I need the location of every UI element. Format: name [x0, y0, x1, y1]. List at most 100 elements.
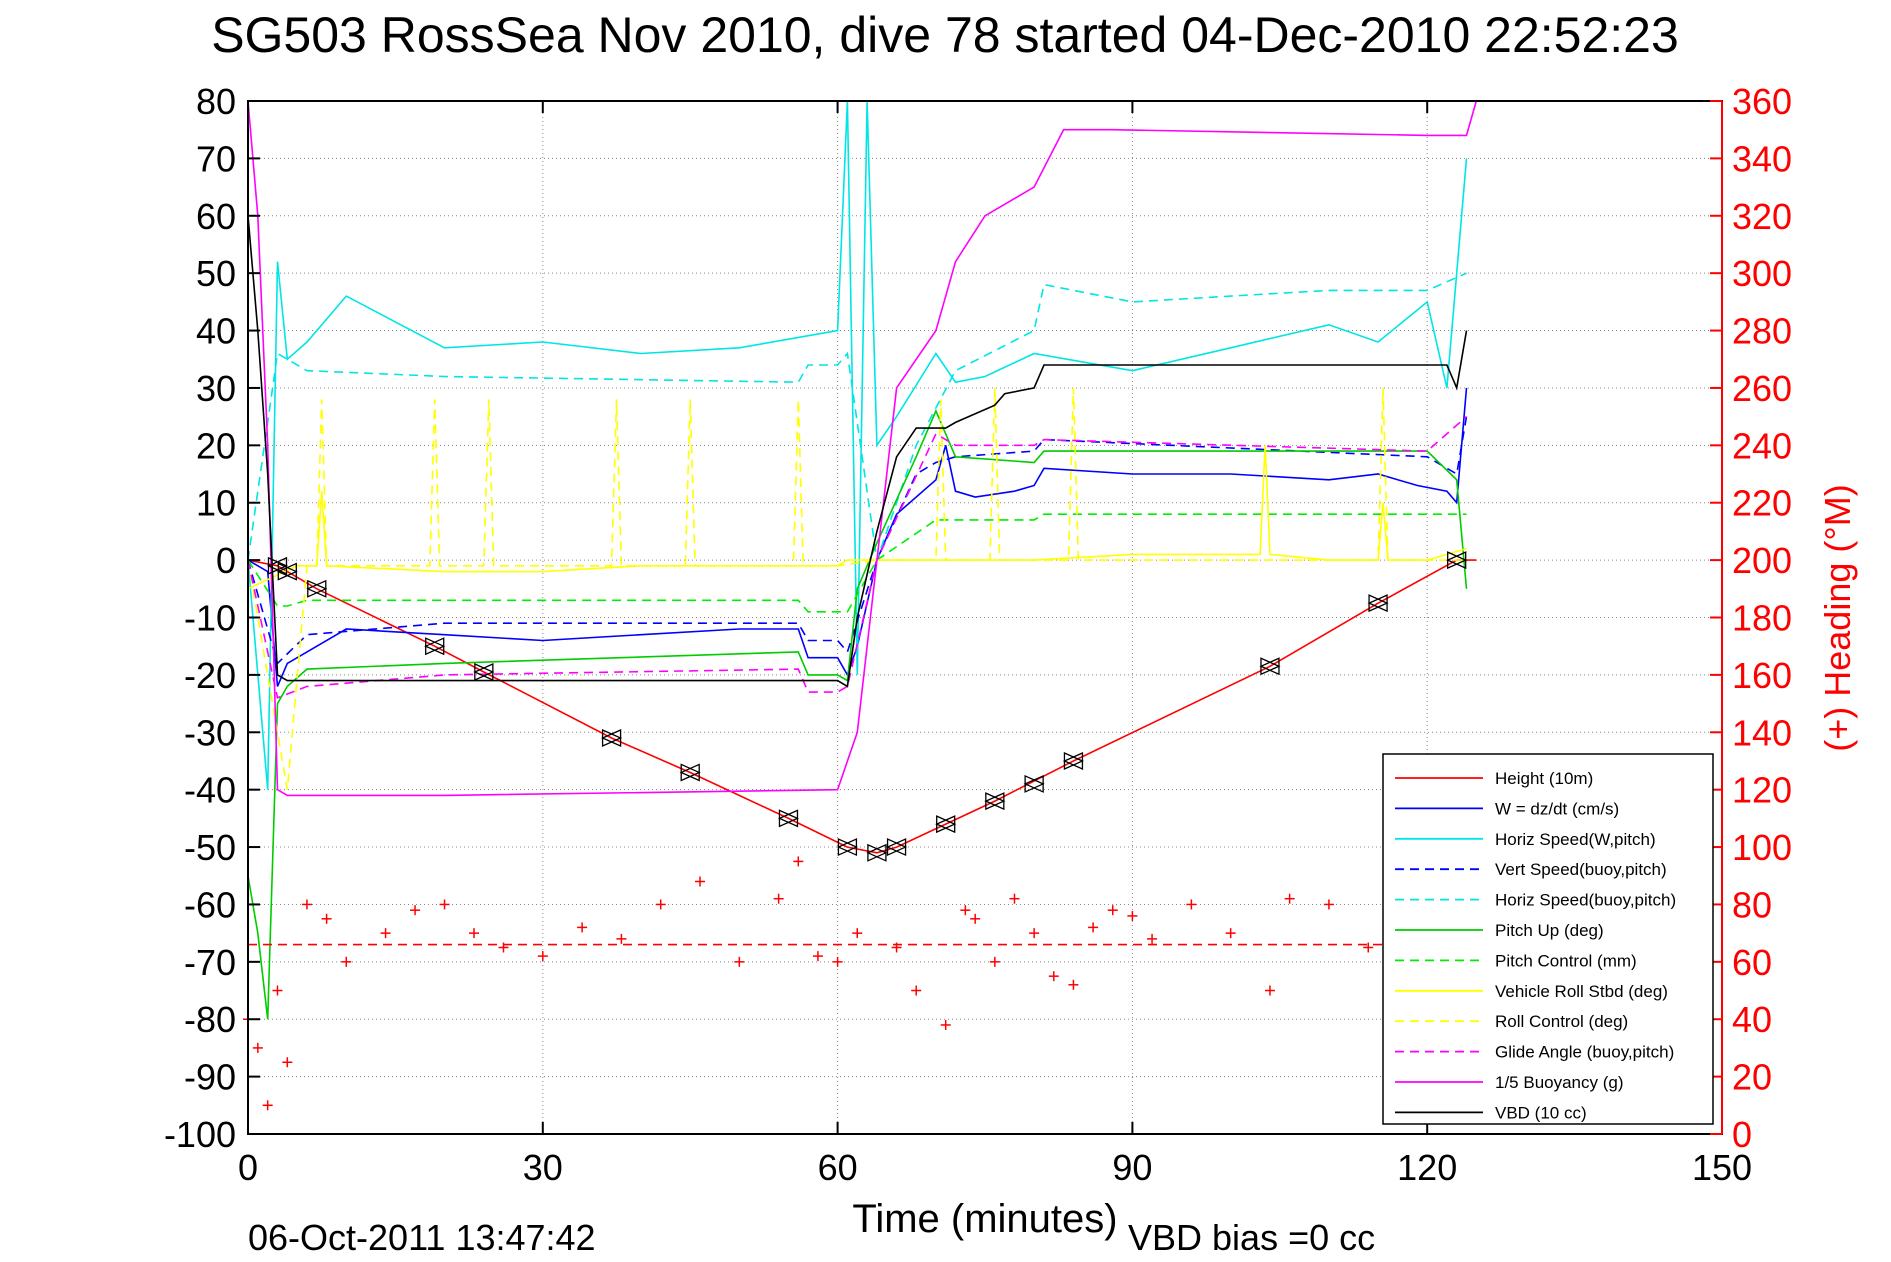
series-height-10m-line	[247, 559, 1477, 854]
y2-tick-label: 180	[1732, 598, 1792, 639]
depth-marker	[777, 809, 800, 828]
y-tick-label: 80	[196, 81, 236, 122]
legend-label: Vehicle Roll Stbd (deg)	[1495, 982, 1668, 1001]
y2-tick-label: 280	[1732, 311, 1792, 352]
y2-tick-label: 260	[1732, 368, 1792, 409]
heading-point	[940, 1019, 951, 1030]
heading-point	[989, 956, 1000, 967]
marker-triangle-left	[266, 556, 288, 575]
y2-tick-label: 140	[1732, 712, 1792, 753]
heading-point	[832, 956, 843, 967]
heading-point	[380, 928, 391, 939]
marker-triangle-left	[679, 763, 700, 782]
legend-label: Glide Angle (buoy,pitch)	[1495, 1043, 1674, 1062]
heading-point	[1068, 979, 1079, 990]
footer-date: 06-Oct-2011 13:47:42	[248, 1217, 596, 1258]
x-tick-label: 60	[818, 1147, 858, 1188]
y2-tick-label: 40	[1732, 999, 1772, 1040]
depth-marker	[266, 556, 289, 575]
heading-point	[891, 942, 902, 953]
y-tick-label: -90	[184, 1057, 236, 1098]
heading-point	[341, 956, 352, 967]
x-tick-label: 150	[1692, 1147, 1752, 1188]
series-layer	[247, 100, 1478, 1020]
heading-point	[577, 922, 588, 933]
y-tick-label: -30	[184, 712, 236, 753]
heading-point	[1107, 905, 1118, 916]
y-tick-label: 40	[196, 311, 236, 352]
y2-tick-label: 120	[1732, 770, 1792, 811]
heading-point	[1088, 922, 1099, 933]
x-tick-label: 30	[523, 1147, 563, 1188]
heading-point	[321, 913, 332, 924]
heading-point	[498, 942, 509, 953]
y-tick-label: -10	[184, 598, 236, 639]
legend-label: Height (10m)	[1495, 769, 1593, 788]
legend-label: Vert Speed(buoy,pitch)	[1495, 860, 1667, 879]
marker-triangle-left	[866, 843, 887, 862]
heading-point	[960, 905, 971, 916]
y-tick-label: 10	[196, 483, 236, 524]
legend-label: 1/5 Buoyancy (g)	[1495, 1073, 1624, 1092]
legend-label: Roll Control (deg)	[1495, 1012, 1628, 1031]
heading-point	[272, 985, 283, 996]
marker-triangle-left	[836, 838, 858, 857]
heading-point	[773, 893, 784, 904]
series-glide-angle-buoy-pitch-line	[247, 415, 1468, 699]
x-tick-label: 120	[1397, 1147, 1457, 1188]
y-tick-label: 30	[196, 368, 236, 409]
y-tick-label: -70	[184, 942, 236, 983]
y2-axis-label: (+) Heading (°M)	[1817, 484, 1858, 751]
legend-item: Pitch Control (mm)	[1395, 951, 1637, 970]
heading-point	[1225, 928, 1236, 939]
heading-point	[1147, 933, 1158, 944]
y2-tick-label: 200	[1732, 540, 1792, 581]
series-vbd-10-cc-line	[247, 215, 1468, 688]
depth-marker	[1062, 751, 1085, 770]
heading-point	[812, 951, 823, 962]
legend-item: 1/5 Buoyancy (g)	[1395, 1073, 1624, 1092]
heading-point	[1048, 971, 1059, 982]
heading-point	[439, 899, 450, 910]
depth-marker	[306, 579, 328, 598]
heading-point	[301, 899, 312, 910]
heading-point	[1186, 899, 1197, 910]
heading-point	[1009, 893, 1020, 904]
marker-triangle-left	[1062, 751, 1084, 770]
heading-point	[1284, 893, 1295, 904]
heading-point	[695, 876, 706, 887]
y-ticks: 80 70 60 50 40 30 20 10 0 -10 -20 -30 -40 -50 -60 -70 -8…	[164, 81, 260, 1155]
y-tick-label: -80	[184, 999, 236, 1040]
heading-point	[793, 856, 804, 867]
legend-item: Height (10m)	[1395, 769, 1593, 788]
legend-item: Pitch Up (deg)	[1395, 921, 1604, 940]
marker-triangle-left	[1023, 774, 1044, 793]
depth-marker	[885, 838, 908, 857]
legend-label: Horiz Speed(W,pitch)	[1495, 830, 1656, 849]
heading-point	[1363, 942, 1374, 953]
x-ticks: 0 30 60 90 120 150	[238, 101, 1752, 1188]
legend-item: Glide Angle (buoy,pitch)	[1395, 1043, 1674, 1062]
depth-marker	[679, 763, 701, 782]
legend-label: VBD (10 cc)	[1495, 1103, 1587, 1122]
heading-point	[537, 951, 548, 962]
y2-tick-label: 220	[1732, 483, 1792, 524]
legend: Height (10m) W = dz/dt (cm/s) Horiz Speed(…	[1382, 753, 1714, 1125]
heading-point	[734, 956, 745, 967]
depth-marker	[276, 562, 298, 581]
series-1-5-buoyancy-g-line	[247, 100, 1478, 797]
legend-label: Horiz Speed(buoy,pitch)	[1495, 891, 1676, 910]
heading-point	[852, 928, 863, 939]
depth-marker	[473, 663, 495, 682]
heading-point	[252, 1042, 263, 1053]
y2-tick-label: 160	[1732, 655, 1792, 696]
y-tick-label: 70	[196, 138, 236, 179]
marker-triangle-left	[473, 663, 494, 682]
legend-label: Pitch Control (mm)	[1495, 951, 1637, 970]
x-tick-label: 90	[1112, 1147, 1152, 1188]
marker-triangle-left	[424, 637, 445, 656]
y-tick-label: 0	[216, 540, 236, 581]
legend-item: Roll Control (deg)	[1395, 1012, 1628, 1031]
legend-item: W = dz/dt (cm/s)	[1395, 799, 1619, 818]
